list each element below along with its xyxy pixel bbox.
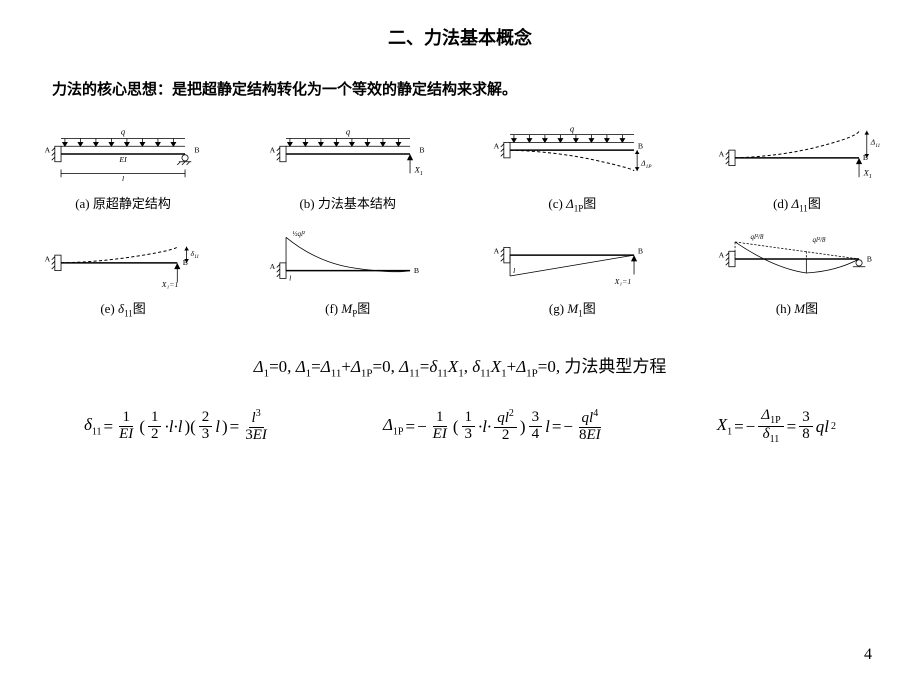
fig-a-caption: (a) 原超静定结构 [75,193,171,212]
fig-h-caption: (h) M图 [776,298,818,317]
svg-text:A: A [719,149,725,158]
fig-b: q A B X1 (b) 力法基本结构 [253,123,443,224]
fig-d-svg: A B X1 Δ11 [702,123,892,185]
svg-text:A: A [494,142,500,151]
formula-row: δ11 = 1EI (12·l·l)(23l) = l33EI Δ1P = − … [28,408,892,446]
svg-text:A: A [719,250,725,259]
fig-h-svg: A B ql²/8 ql²/8 [702,228,892,290]
svg-text:q: q [121,127,126,137]
svg-text:δ11: δ11 [190,248,199,259]
svg-text:B: B [194,145,199,154]
svg-text:q: q [570,124,575,134]
svg-text:Δ1P: Δ1P [640,159,652,170]
svg-text:EI: EI [118,155,127,164]
svg-text:X₁=1: X₁=1 [161,279,179,288]
fig-f-caption: (f) MP图 [325,298,370,319]
svg-text:X1: X1 [863,168,872,180]
fig-f-svg: A B ½ql² l [253,228,443,290]
fig-c: q A B Δ1P (c) Δ1P图 [477,123,667,224]
svg-text:B: B [867,254,872,263]
svg-text:X1: X1 [413,165,422,177]
svg-text:B: B [419,145,424,154]
fig-e: A B X₁=1 δ11 (e) δ11图 [28,228,218,329]
svg-text:B: B [638,246,643,255]
svg-text:l: l [513,266,515,275]
svg-text:ql²/8: ql²/8 [750,232,763,240]
svg-text:A: A [494,246,500,255]
formula-3: X1 = − Δ1P δ11 = 38 ql2 [717,408,836,446]
svg-text:X₁=1: X₁=1 [614,276,632,285]
fig-b-caption: (b) 力法基本结构 [299,193,395,212]
equation-line: Δ1=0, Δ1=Δ11+Δ1P=0, Δ11=δ11X1, δ11X1+Δ1P… [28,352,892,379]
fig-c-caption: (c) Δ1P图 [548,193,596,214]
section-title: 二、力法基本概念 [28,24,892,50]
page-number: 4 [864,646,872,664]
fig-d: A B X1 Δ11 (d) Δ11图 [702,123,892,224]
fig-a: q A B EI l (a) 原超静定结构 [28,123,218,224]
fig-a-svg: q A B EI l [28,123,218,185]
svg-text:q: q [346,127,351,137]
fig-g-svg: A B l X₁=1 [477,228,667,290]
figure-row-1: q A B EI l (a) 原超静定结构 [28,123,892,224]
figure-row-2: A B X₁=1 δ11 (e) δ11图 A B [28,228,892,329]
svg-text:A: A [45,254,51,263]
svg-text:B: B [638,142,643,151]
fig-g-caption: (g) M1图 [549,298,596,319]
svg-text:B: B [414,266,419,275]
svg-text:Δ11: Δ11 [870,138,881,149]
fig-e-svg: A B X₁=1 δ11 [28,228,218,290]
svg-text:l: l [122,174,124,183]
svg-text:A: A [269,262,275,271]
fig-b-svg: q A B X1 [253,123,443,185]
svg-text:ql²/8: ql²/8 [812,236,825,244]
svg-text:A: A [269,145,275,154]
fig-h: A B ql²/8 ql²/8 (h) M图 [702,228,892,329]
svg-text:l: l [289,273,291,282]
formula-1: δ11 = 1EI (12·l·l)(23l) = l33EI [84,409,271,444]
fig-f: A B ½ql² l (f) MP图 [253,228,443,329]
fig-g: A B l X₁=1 (g) M1图 [477,228,667,329]
svg-text:A: A [45,145,51,154]
formula-2: Δ1P = − 1EI (13·l·ql22) 34l = − ql48EI [383,409,605,444]
svg-text:½ql²: ½ql² [292,229,306,237]
fig-c-svg: q A B Δ1P [477,123,667,185]
core-idea-text: 力法的核心思想：是把超静定结构转化为一个等效的静定结构来求解。 [52,78,892,99]
fig-e-caption: (e) δ11图 [100,298,145,319]
fig-d-caption: (d) Δ11图 [773,193,821,214]
